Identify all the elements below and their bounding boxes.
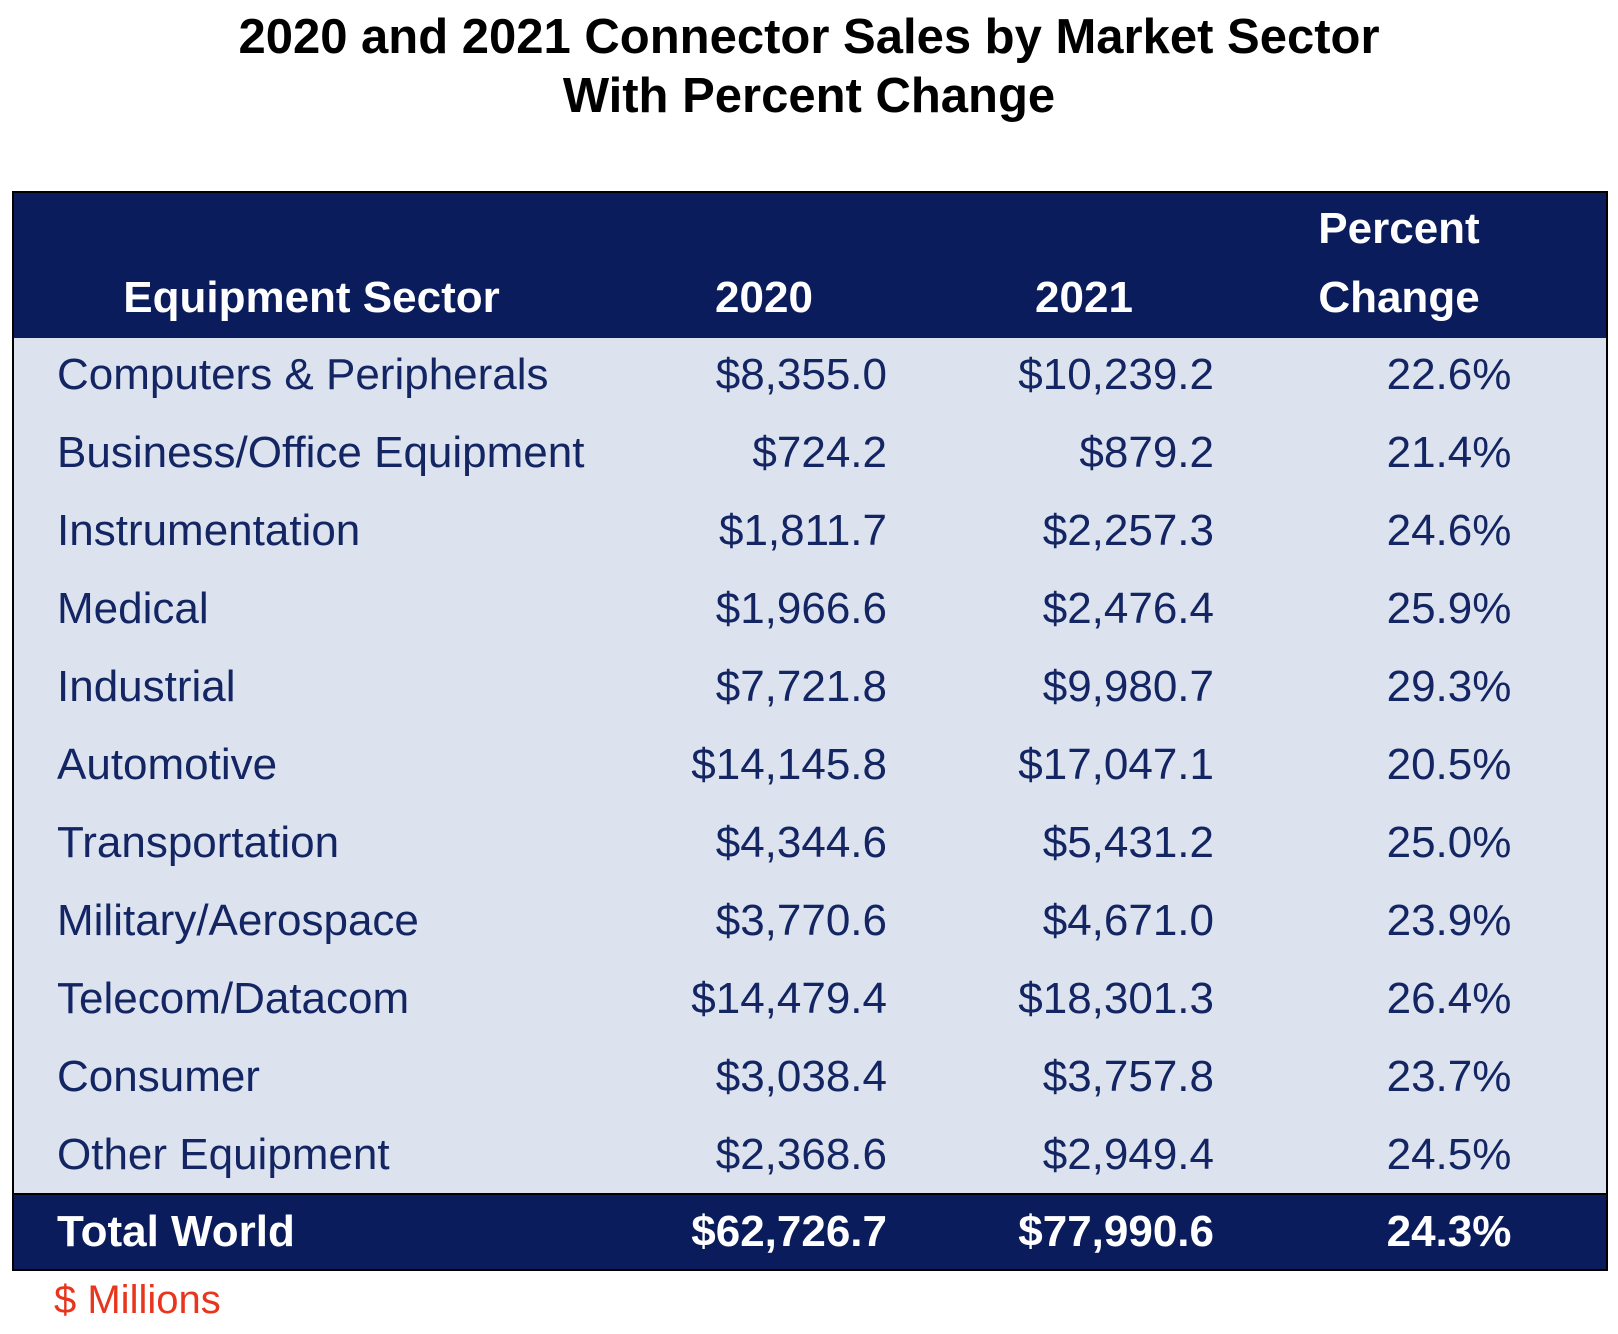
percent-change-cell: 23.9%: [1386, 896, 1512, 945]
total-row: Total World $62,726.7 $77,990.6 24.3%: [14, 1193, 1606, 1269]
sector-cell: Consumer: [57, 1052, 260, 1101]
sector-cell: Business/Office Equipment: [57, 428, 585, 477]
table-row: Transportation $4,344.6 $5,431.2 25.0%: [14, 804, 1606, 882]
table-row: Industrial $7,721.8 $9,980.7 29.3%: [14, 648, 1606, 726]
table-row: Automotive $14,145.8 $17,047.1 20.5%: [14, 726, 1606, 804]
percent-change-cell: 25.9%: [1386, 584, 1512, 633]
table-row: Military/Aerospace $3,770.6 $4,671.0 23.9%: [14, 882, 1606, 960]
table-header: Equipment Sector 2020 2021 Percent Chang…: [14, 193, 1606, 338]
total-label: Total World: [57, 1207, 295, 1256]
table-row: Medical $1,966.6 $2,476.4 25.9%: [14, 570, 1606, 648]
sector-cell: Automotive: [57, 740, 278, 789]
percent-change-cell: 22.6%: [1386, 350, 1512, 399]
value-2021-cell: $2,257.3: [1042, 506, 1214, 555]
table-row: Telecom/Datacom $14,479.4 $18,301.3 26.4%: [14, 960, 1606, 1038]
value-2021-cell: $5,431.2: [1042, 818, 1214, 867]
percent-change-cell: 25.0%: [1386, 818, 1512, 867]
sector-cell: Computers & Peripherals: [57, 350, 549, 399]
value-2020-cell: $14,479.4: [691, 974, 887, 1023]
header-2020: 2020: [715, 273, 813, 322]
percent-change-cell: 29.3%: [1386, 662, 1512, 711]
value-2020-cell: $3,770.6: [715, 896, 887, 945]
value-2020-cell: $4,344.6: [715, 818, 887, 867]
chart-subtitle: With Percent Change: [562, 69, 1056, 123]
value-2021-cell: $17,047.1: [1018, 740, 1214, 789]
table-row: Consumer $3,038.4 $3,757.8 23.7%: [14, 1038, 1606, 1116]
table-row: Computers & Peripherals $8,355.0 $10,239.2…: [14, 336, 1606, 414]
value-2020-cell: $1,811.7: [718, 506, 887, 555]
value-2020-cell: $1,966.6: [715, 584, 887, 633]
sector-cell: Other Equipment: [57, 1130, 390, 1179]
percent-change-cell: 21.4%: [1386, 428, 1512, 477]
unit-note: $ Millions: [54, 1278, 221, 1322]
percent-change-cell: 24.5%: [1386, 1130, 1512, 1179]
value-2020-cell: $3,038.4: [715, 1052, 887, 1101]
total-2020: $62,726.7: [691, 1207, 887, 1256]
sales-table: Equipment Sector 2020 2021 Percent Chang…: [12, 191, 1608, 1271]
total-2021: $77,990.6: [1018, 1207, 1214, 1256]
value-2020-cell: $14,145.8: [691, 740, 887, 789]
percent-change-cell: 26.4%: [1386, 974, 1512, 1023]
table-row: Business/Office Equipment $724.2 $879.2 21.…: [14, 414, 1606, 492]
value-2021-cell: $10,239.2: [1018, 350, 1214, 399]
table-row: Instrumentation $1,811.7 $2,257.3 24.6%: [14, 492, 1606, 570]
value-2020-cell: $7,721.8: [715, 662, 887, 711]
value-2021-cell: $18,301.3: [1018, 974, 1214, 1023]
percent-change-cell: 24.6%: [1386, 506, 1512, 555]
percent-change-cell: 23.7%: [1386, 1052, 1512, 1101]
header-2021: 2021: [1035, 273, 1133, 322]
percent-change-cell: 20.5%: [1386, 740, 1512, 789]
sector-cell: Telecom/Datacom: [57, 974, 410, 1023]
header-percent: Percent: [1318, 204, 1480, 253]
value-2020-cell: $8,355.0: [715, 350, 887, 399]
sector-cell: Medical: [57, 584, 209, 633]
value-2021-cell: $2,949.4: [1042, 1130, 1214, 1179]
value-2021-cell: $3,757.8: [1042, 1052, 1214, 1101]
sector-cell: Industrial: [57, 662, 236, 711]
sector-cell: Transportation: [57, 818, 340, 867]
sector-cell: Military/Aerospace: [57, 896, 419, 945]
chart-title: 2020 and 2021 Connector Sales by Market …: [238, 10, 1380, 64]
header-sector: Equipment Sector: [123, 273, 500, 322]
value-2021-cell: $2,476.4: [1042, 584, 1214, 633]
value-2021-cell: $9,980.7: [1042, 662, 1214, 711]
value-2021-cell: $879.2: [1079, 428, 1214, 477]
chart-title-block: 2020 and 2021 Connector Sales by Market …: [0, 8, 1618, 126]
sector-cell: Instrumentation: [57, 506, 361, 555]
table-row: Other Equipment $2,368.6 $2,949.4 24.5%: [14, 1116, 1606, 1194]
value-2020-cell: $724.2: [752, 428, 887, 477]
value-2021-cell: $4,671.0: [1042, 896, 1214, 945]
header-change: Change: [1318, 273, 1480, 322]
total-percent: 24.3%: [1386, 1207, 1512, 1256]
value-2020-cell: $2,368.6: [715, 1130, 887, 1179]
